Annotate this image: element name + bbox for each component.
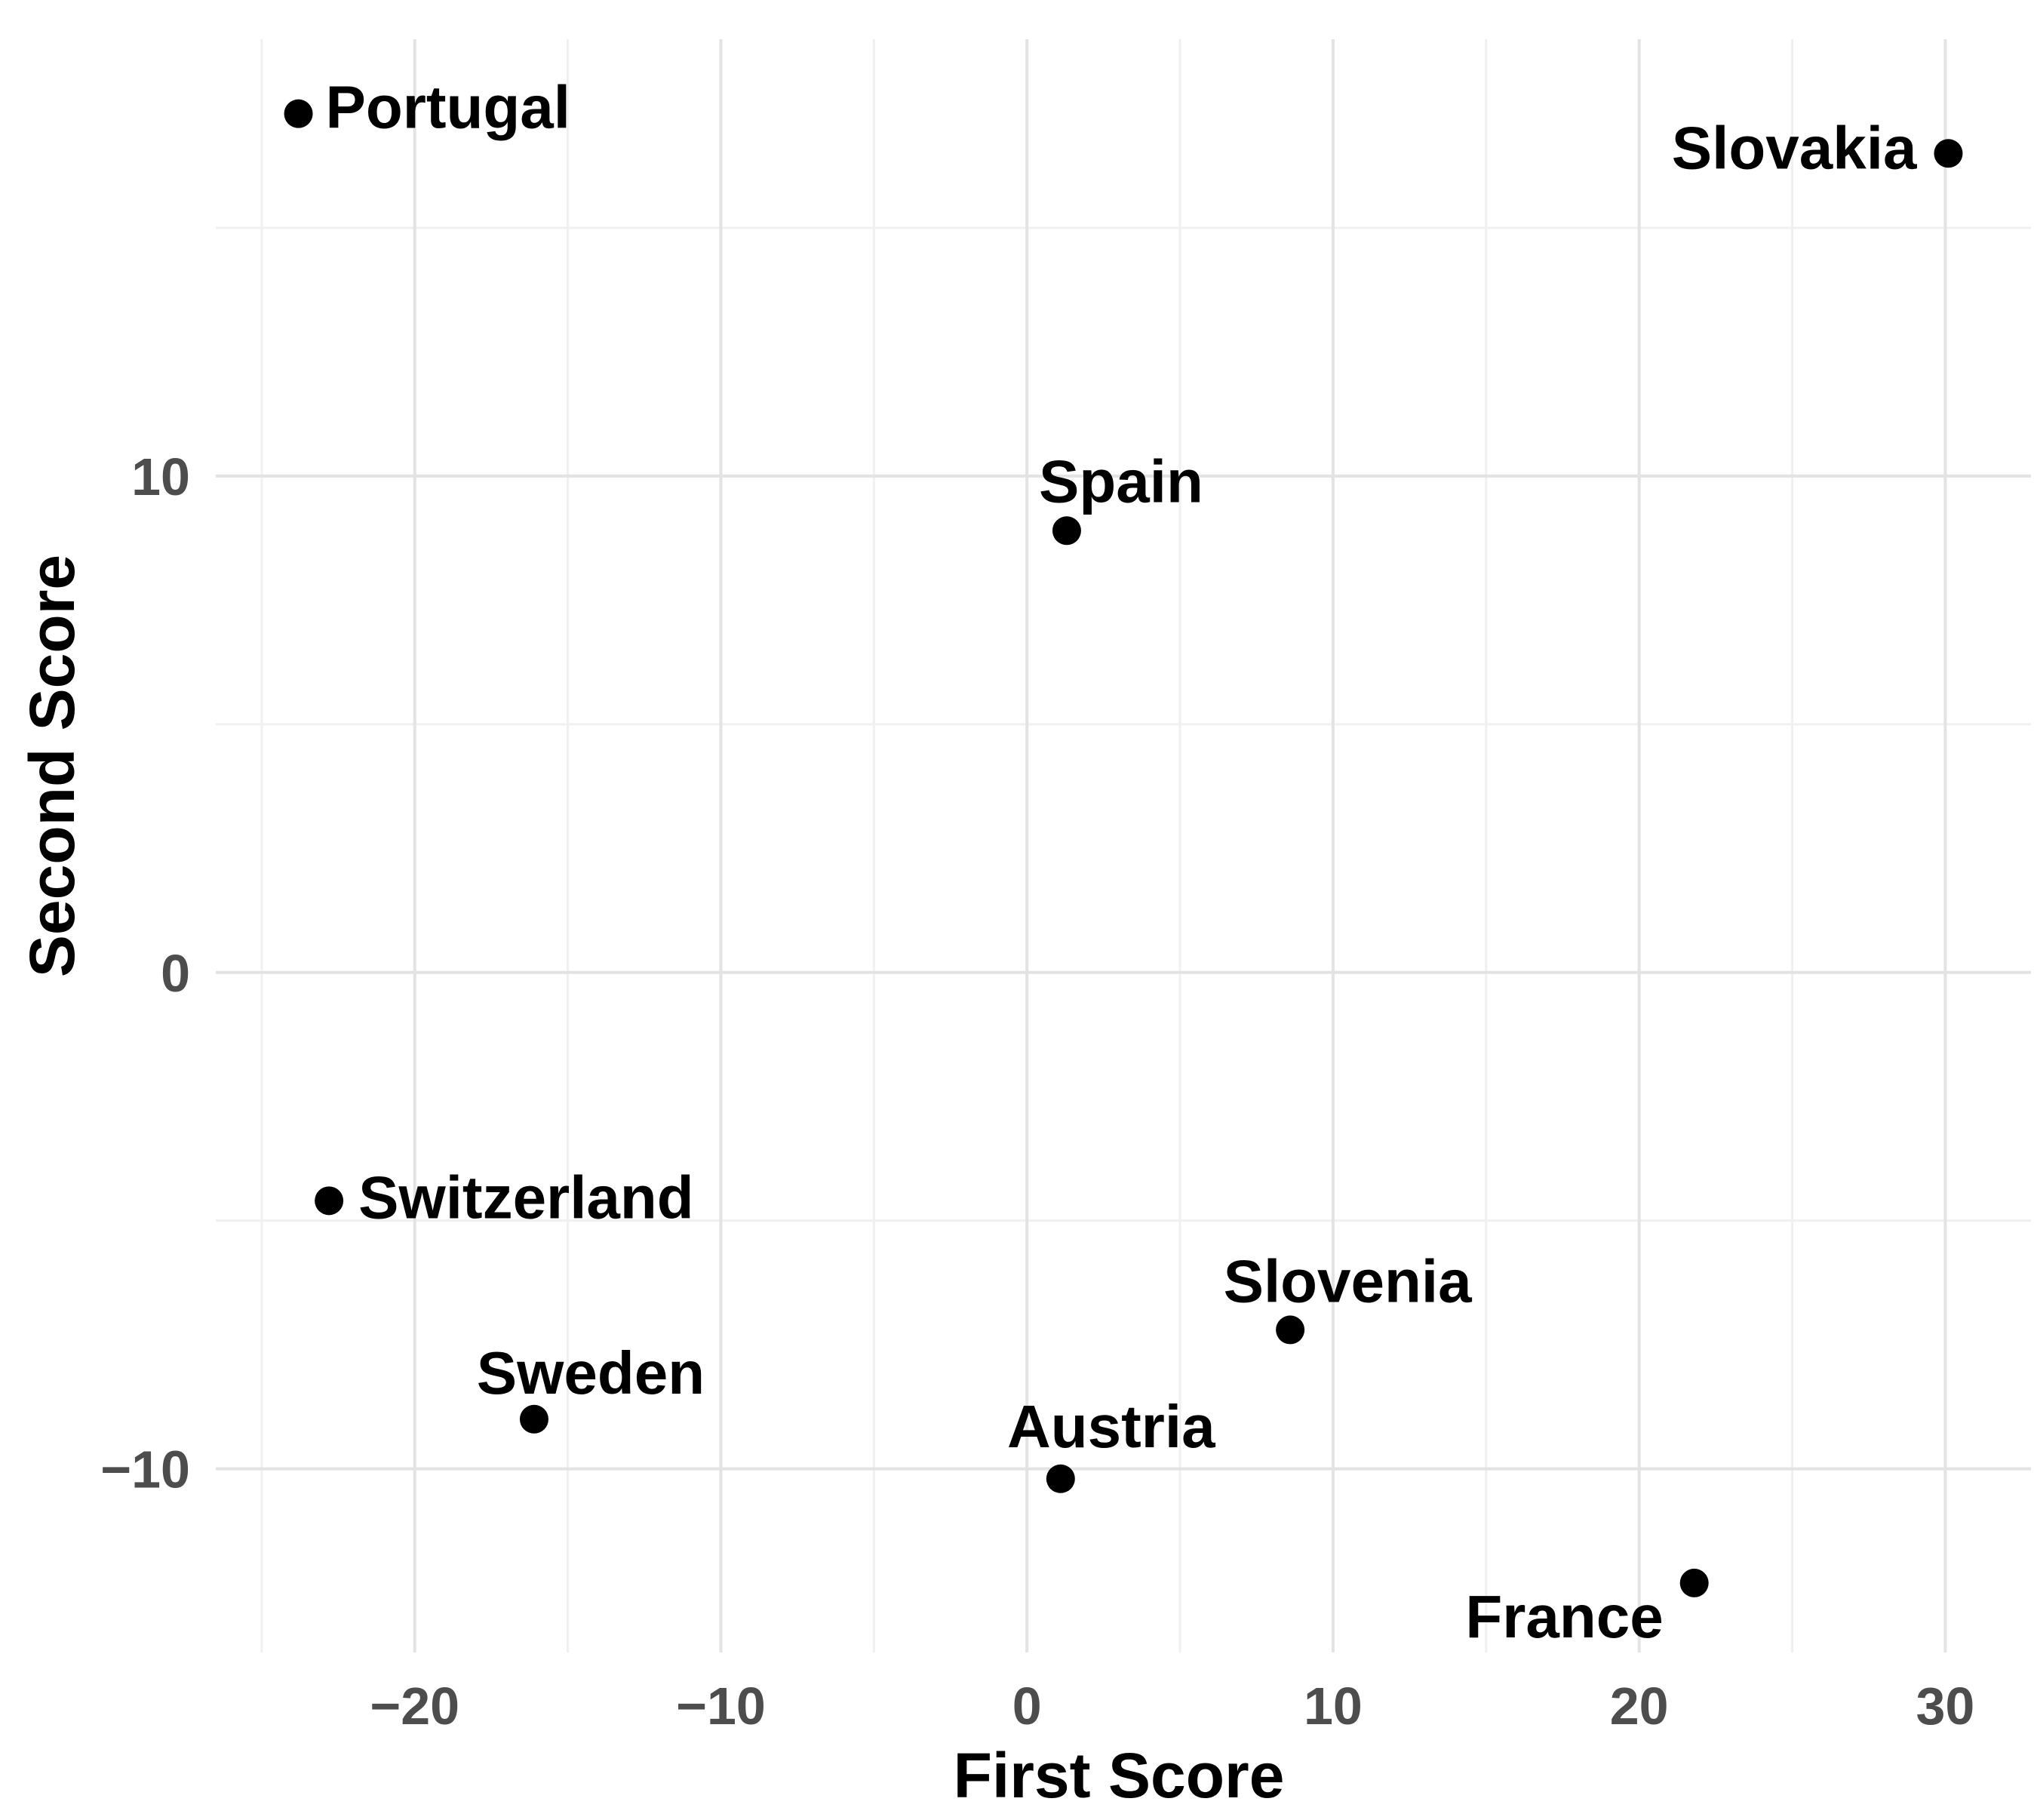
data-point	[1679, 1568, 1709, 1597]
point-label: Slovakia	[1672, 114, 1917, 181]
grid-layer	[216, 39, 2031, 1652]
point-label: Slovenia	[1224, 1247, 1473, 1314]
data-point	[315, 1186, 344, 1216]
y-axis-tick-labels: −10 0 10	[100, 447, 190, 1499]
point-label: Austria	[1007, 1393, 1215, 1460]
data-point	[519, 1404, 548, 1434]
data-point	[1046, 1464, 1075, 1493]
x-tick-label: 20	[1610, 1677, 1669, 1735]
point-label: France	[1465, 1583, 1663, 1650]
y-axis-title: Second Score	[17, 555, 88, 977]
x-tick-label: 10	[1304, 1677, 1363, 1735]
y-tick-label: 10	[131, 447, 190, 506]
y-tick-label: −10	[100, 1440, 190, 1499]
point-label: Switzerland	[358, 1164, 694, 1231]
y-tick-label: 0	[161, 944, 190, 1003]
data-point	[1052, 516, 1081, 546]
x-tick-label: 0	[1012, 1677, 1042, 1735]
point-label: Portugal	[326, 74, 570, 141]
point-label: Sweden	[477, 1339, 705, 1407]
point-label: Spain	[1039, 447, 1203, 515]
points-layer: Portugal Slovakia Spain Switzerland Sweden Sl…	[284, 74, 1963, 1650]
x-tick-label: −20	[370, 1677, 459, 1735]
data-point	[1934, 139, 1963, 168]
data-point	[1276, 1315, 1305, 1345]
x-axis-title: First Score	[954, 1740, 1285, 1811]
x-tick-label: 30	[1916, 1677, 1974, 1735]
x-axis-tick-labels: −20 −10 0 10 20 30	[370, 1677, 1974, 1735]
data-point	[284, 99, 313, 128]
x-tick-label: −10	[676, 1677, 766, 1735]
